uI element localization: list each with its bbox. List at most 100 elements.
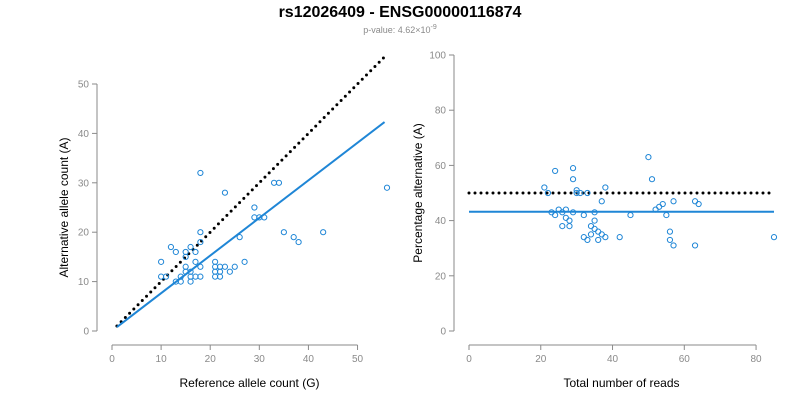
panel1-x-tick-label: 10 [156, 354, 168, 365]
panel2-data-point [670, 198, 677, 205]
panel2-data-point [616, 234, 623, 241]
panel1-data-point [216, 273, 224, 280]
panel2-data-point [595, 236, 602, 244]
panel2-y-tick-label: 60 [435, 161, 447, 172]
panel2-data-point [544, 189, 552, 197]
panel1-y-tick-label: 50 [78, 80, 90, 91]
panel2-data-point [569, 209, 577, 216]
panel1-data-point [182, 248, 189, 256]
panel2-data-point [584, 189, 591, 197]
panel1-x-tick-label: 50 [352, 354, 364, 365]
panel1-data-point [197, 169, 204, 177]
panel2-data-point [591, 209, 598, 216]
panel1-fit-line [116, 121, 386, 328]
panel2-data-point [670, 242, 677, 249]
panel2-data-point [595, 228, 602, 235]
panel1-y-tick-label: 30 [78, 178, 90, 189]
panel2-x-tick-label: 40 [607, 354, 619, 365]
chart-subtitle: p-value: 4.62×10-9 [0, 24, 800, 35]
panel1-data-point [187, 243, 194, 251]
panel2-y-tick-label: 40 [435, 216, 447, 227]
panel2-data-point [691, 242, 699, 249]
panel2-data-point [569, 176, 577, 183]
panel2-data-point [541, 184, 548, 191]
panel2-data-point [691, 198, 699, 205]
panel2-y-tick-label: 0 [440, 327, 446, 338]
panel2-y-axis-label: Percentage alternative (A) [411, 123, 425, 262]
panel2-y-tick-label: 80 [435, 106, 447, 117]
panel1-data-point [275, 179, 283, 186]
panel2-data-point [663, 211, 670, 219]
panel2-data-point [559, 223, 566, 230]
panel2-data-point [587, 223, 595, 230]
panel1-y-tick-label: 40 [78, 129, 90, 140]
panel2-data-point [659, 200, 666, 208]
panel1-x-tick-label: 0 [109, 354, 115, 365]
panel1-data-point [236, 234, 243, 241]
panel2-y-tick-label: 20 [435, 271, 447, 282]
panel1-data-point [251, 204, 258, 211]
panel1-data-point [241, 258, 248, 265]
pvalue-text: p-value: 4.62×10 [363, 25, 431, 35]
panel2-y-tick-label: 100 [429, 51, 446, 62]
chart-title: rs12026409 - ENSG00000116874 [278, 4, 522, 21]
panel1-data-point [158, 258, 165, 265]
panel1-y-tick-label: 20 [78, 228, 90, 239]
panel1-data-point [162, 273, 170, 280]
panel1-data-point [192, 248, 199, 256]
panel2-x-axis-label: Total number of reads [563, 376, 679, 390]
panel2-x-tick-label: 80 [750, 354, 762, 365]
panel2-data-point [566, 217, 573, 224]
panel1-data-point [167, 243, 175, 251]
panel1-data-point [261, 214, 268, 221]
panel1-data-point [212, 258, 219, 265]
panel2-data-point [569, 165, 577, 172]
panel1-data-point [187, 278, 194, 285]
panel2-data-point [591, 217, 598, 224]
panel2-data-point [602, 234, 609, 241]
panel1-data-point [177, 278, 184, 285]
pvalue-exponent: -9 [430, 24, 437, 31]
panel2-data-point [552, 167, 559, 175]
panel1-y-tick-label: 0 [83, 327, 89, 338]
panel2-x-tick-label: 60 [679, 354, 691, 365]
panel1-x-tick-label: 20 [205, 354, 217, 365]
panel1-data-point [320, 229, 327, 236]
panel2-data-point [645, 154, 652, 161]
panel2-x-tick-label: 20 [535, 354, 547, 365]
panel2-data-point [602, 184, 609, 191]
panel1-x-axis-label: Reference allele count (G) [179, 376, 319, 390]
panel1-data-point [172, 248, 179, 256]
panel1-data-point [192, 258, 199, 265]
panel2-data-point [598, 231, 605, 238]
panel1-data-point [231, 263, 238, 270]
panel1-data-point [197, 273, 204, 280]
panel1-data-point [221, 263, 229, 270]
panel2-x-tick-label: 0 [466, 354, 472, 365]
panel2-data-point [587, 231, 595, 238]
panel2-data-point [562, 214, 569, 221]
panel2-data-point [584, 236, 591, 244]
panel2-data-point [770, 234, 778, 241]
panel1-reference-line [115, 55, 387, 328]
panel1-data-point [226, 268, 233, 275]
panel1-data-point [221, 189, 229, 196]
panel2-data-point [573, 189, 580, 197]
panel1-data-point [290, 234, 297, 241]
panel2-data-point [598, 198, 605, 205]
panel2-data-point [580, 234, 587, 241]
panel1-y-tick-label: 10 [78, 277, 90, 288]
panel2-data-point [648, 176, 656, 183]
panel1-data-point [182, 263, 189, 270]
panel1-data-point [187, 268, 194, 275]
panel1-data-point [295, 238, 302, 246]
panel2-data-point [562, 206, 569, 213]
panel2-data-point [580, 211, 587, 219]
panel1-x-tick-label: 40 [303, 354, 315, 365]
panel2-data-point [666, 228, 674, 235]
panel1-data-point [197, 263, 204, 270]
panel2-data-point [695, 200, 702, 208]
panel2-data-point [577, 189, 584, 197]
panel2-data-point [666, 236, 674, 244]
